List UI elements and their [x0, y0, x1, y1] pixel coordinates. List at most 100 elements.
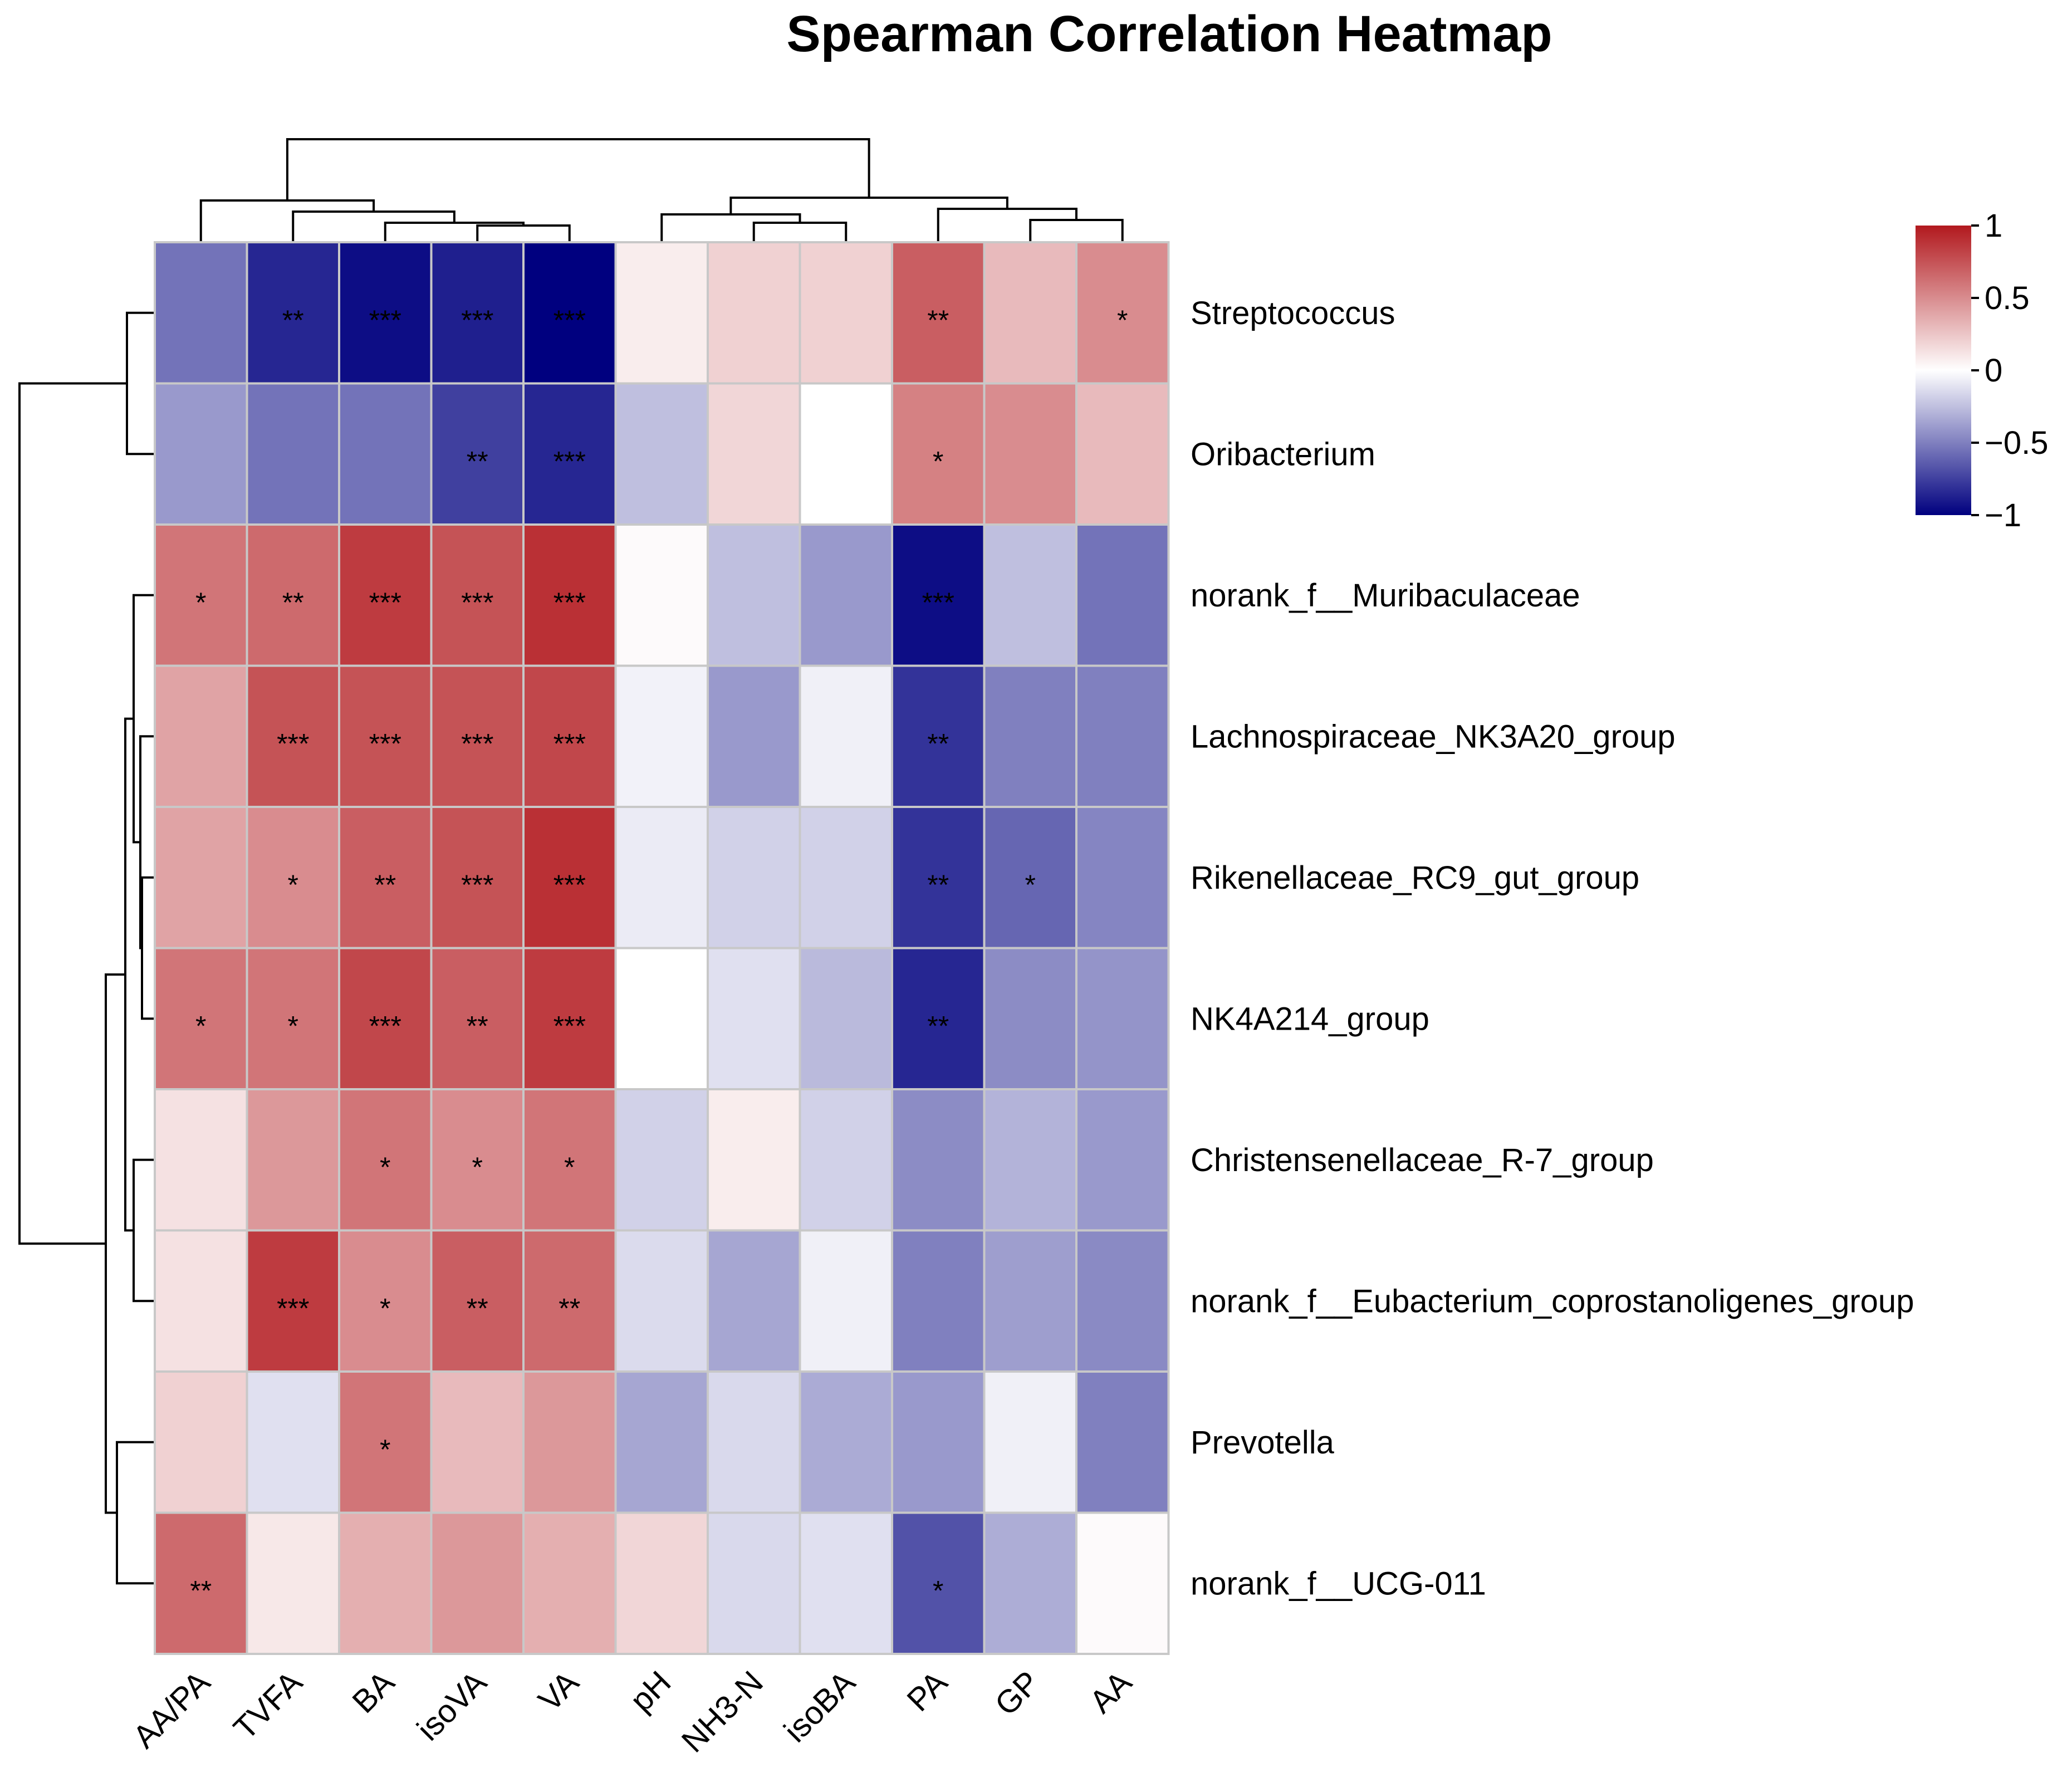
heatmap-cell: [799, 664, 893, 808]
heatmap-cell: [983, 382, 1077, 526]
heatmap-cell: [799, 523, 893, 667]
heatmap-cell: [1075, 382, 1170, 526]
column-label: GP: [988, 1664, 1046, 1722]
heatmap-cell: [154, 1511, 248, 1655]
heatmap-cell: [799, 806, 893, 949]
significance-mark: ***: [553, 728, 586, 759]
row-label: norank_f__Muribaculaceae: [1191, 577, 1580, 614]
legend-tick-label: −1: [1985, 497, 2021, 533]
heatmap-cell: [707, 241, 801, 385]
significance-mark: **: [927, 305, 949, 336]
heatmap-cell: [983, 1088, 1077, 1232]
heatmap-cell: [338, 523, 433, 667]
chart-title: Spearman Correlation Heatmap: [786, 6, 1552, 62]
dendrogram-branch: [141, 876, 155, 1020]
heatmap-cell: [430, 664, 525, 808]
significance-mark: *: [1117, 305, 1128, 336]
heatmap-cell: [430, 947, 525, 1090]
heatmap-cell: [614, 664, 709, 808]
dendrogram-branch: [286, 138, 870, 200]
heatmap-cell: [891, 523, 986, 667]
heatmap-cell: [522, 1088, 617, 1232]
heatmap-cell: [154, 1229, 248, 1373]
dendrogram-branch: [133, 594, 155, 844]
heatmap-cell: [430, 241, 525, 385]
heatmap-cell: [614, 947, 709, 1090]
significance-mark: ***: [553, 1010, 586, 1041]
heatmap-cell: [707, 664, 801, 808]
row-label: Streptococcus: [1191, 295, 1395, 331]
heatmap-cell: [522, 806, 617, 949]
significance-mark: ***: [369, 728, 401, 759]
column-label: BA: [345, 1664, 401, 1720]
significance-mark: **: [927, 728, 949, 759]
column-label: isoBA: [777, 1664, 862, 1749]
heatmap-cell: [522, 1511, 617, 1655]
dendrogram-branch: [937, 208, 1077, 242]
dendrogram-branch: [18, 382, 127, 1245]
heatmap-cell: [983, 241, 1077, 385]
significance-mark: ***: [461, 869, 493, 900]
heatmap-cell: [154, 1088, 248, 1232]
heatmap-cell: [338, 1511, 433, 1655]
column-label: AA: [1082, 1664, 1139, 1720]
heatmap-cell: [891, 1370, 986, 1514]
significance-mark: *: [195, 587, 206, 618]
significance-mark: *: [564, 1152, 575, 1183]
row-labels: Streptococcus Oribacterium norank_f__Murib…: [1191, 295, 1914, 1602]
heatmap-cell: [246, 523, 340, 667]
color-scale-legend: 1 0.5 0 −0.5 −1: [1916, 208, 2049, 533]
legend-tick-label: 0: [1985, 352, 2002, 389]
heatmap-cell: [1075, 1511, 1170, 1655]
heatmap-cell: [799, 1370, 893, 1514]
row-label: Lachnospiraceae_NK3A20_group: [1191, 718, 1676, 755]
significance-mark: ***: [461, 728, 493, 759]
dendrogram-branch: [199, 199, 375, 242]
dendrogram-branch: [124, 717, 134, 1232]
heatmap-cell: [338, 664, 433, 808]
heatmap-cell: [154, 806, 248, 949]
heatmap-cell: [799, 1511, 893, 1655]
dendrogram-branch: [1029, 219, 1124, 242]
heatmap-cell: [983, 806, 1077, 949]
significance-mark: ***: [553, 445, 586, 477]
heatmap-cell: [246, 1229, 340, 1373]
legend-color-bar: [1916, 226, 1971, 515]
heatmap-cell: [707, 382, 801, 526]
heatmap-cell: [707, 1511, 801, 1655]
heatmap-cell: [1075, 664, 1170, 808]
heatmap-cell: [707, 806, 801, 949]
heatmap-cell: [799, 241, 893, 385]
heatmap-cell: [430, 1229, 525, 1373]
significance-mark: *: [472, 1152, 483, 1183]
heatmap-cell: [799, 1229, 893, 1373]
heatmap-cell: [246, 806, 340, 949]
heatmap-cell: [614, 1370, 709, 1514]
significance-mark: ***: [369, 1010, 401, 1041]
significance-mark: *: [288, 1010, 298, 1041]
heatmap-cell: [1075, 1088, 1170, 1232]
heatmap-cell: [154, 664, 248, 808]
heatmap-cell: [430, 1370, 525, 1514]
heatmap-cell: [1075, 241, 1170, 385]
column-label: VA: [531, 1664, 586, 1718]
heatmap-cell: [430, 382, 525, 526]
heatmap-cell: [707, 1088, 801, 1232]
heatmap-cell: [430, 1511, 525, 1655]
dendrogram-branch: [660, 213, 801, 242]
heatmap-cell: [1075, 523, 1170, 667]
significance-marks: ** *** *** *** ** *** *** ** ** *** *** *** ****** **…: [190, 305, 1128, 1607]
significance-mark: **: [467, 1010, 488, 1041]
significance-mark: **: [927, 1010, 949, 1041]
significance-mark: **: [374, 869, 396, 900]
column-label: pH: [623, 1664, 678, 1718]
significance-mark: ***: [461, 587, 493, 618]
heatmap-cell: [614, 241, 709, 385]
heatmap-cell: [246, 1088, 340, 1232]
significance-mark: *: [933, 1575, 943, 1606]
heatmap-cell: [983, 947, 1077, 1090]
heatmap-cell: [799, 382, 893, 526]
row-label: Christensenellaceae_R-7_group: [1191, 1142, 1654, 1178]
heatmap-cell: [614, 1511, 709, 1655]
